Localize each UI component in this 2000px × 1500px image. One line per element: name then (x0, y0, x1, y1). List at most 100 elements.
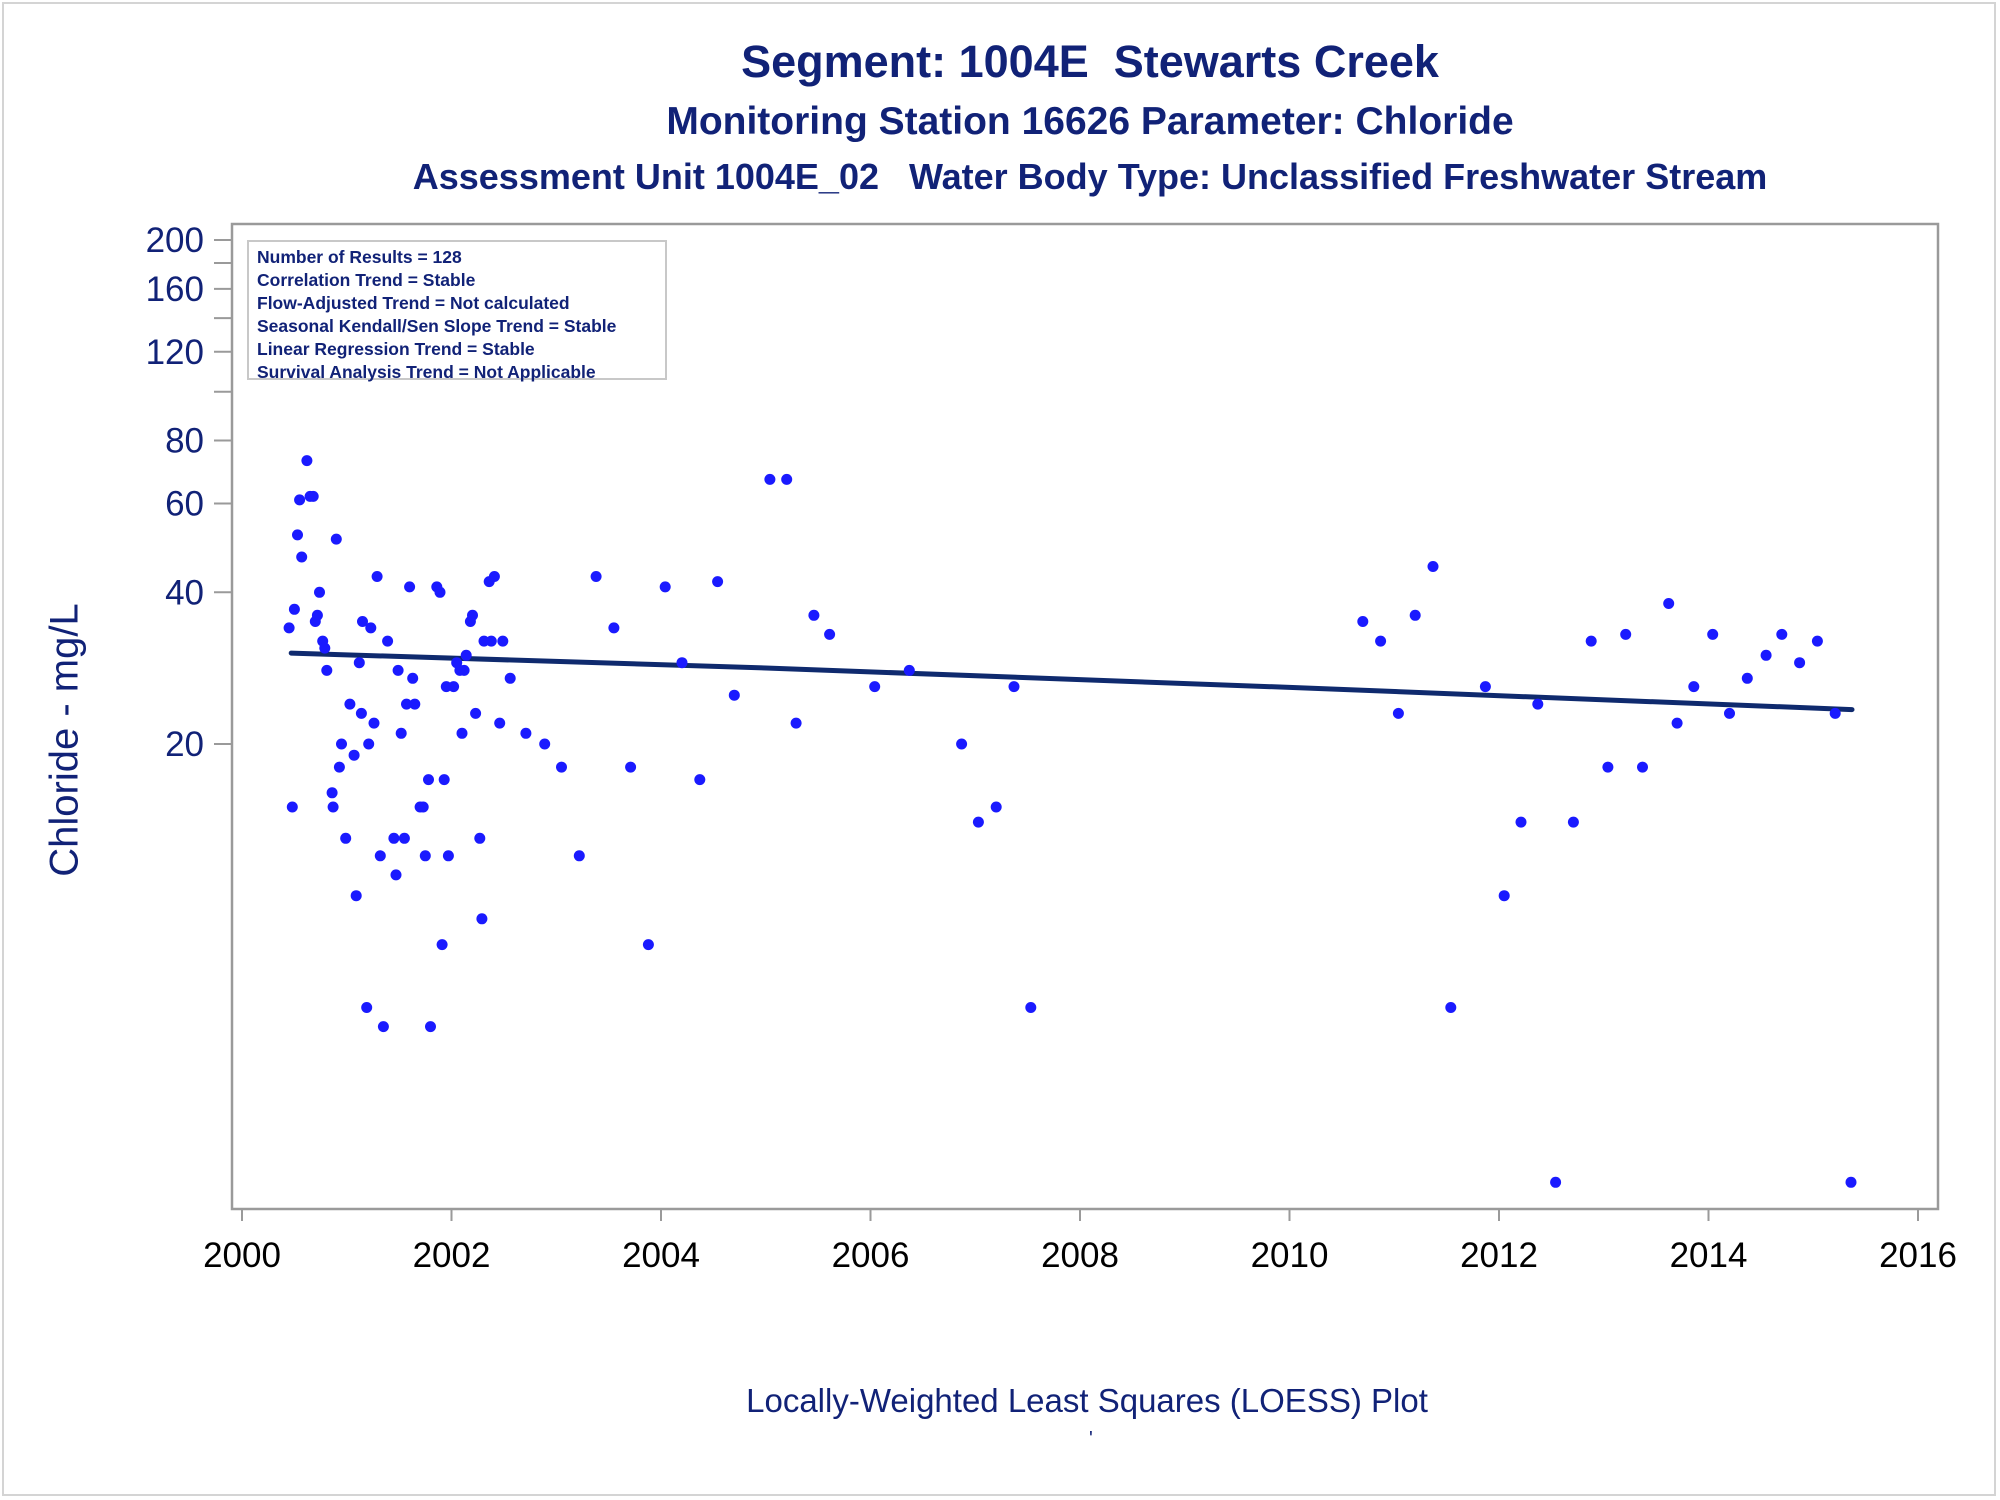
data-point (1567, 816, 1579, 828)
data-point (365, 622, 377, 634)
data-point (494, 717, 506, 729)
x-tick-label: 2014 (1670, 1236, 1748, 1275)
data-point (395, 727, 407, 739)
loess-trend-line (288, 650, 1855, 713)
data-point (340, 832, 352, 844)
data-point (869, 681, 881, 693)
data-point (1550, 1176, 1562, 1188)
data-point (1357, 616, 1369, 627)
data-point (972, 816, 984, 828)
data-point (458, 664, 470, 676)
data-point (417, 801, 429, 813)
data-point (357, 616, 368, 627)
data-point (288, 603, 300, 615)
info-line-survival: Survival Analysis Trend = Not Applicable (257, 362, 596, 382)
data-point (327, 801, 339, 813)
info-line-seasonal-kendall: Seasonal Kendall/Sen Slope Trend = Stabl… (257, 316, 617, 336)
data-point (330, 533, 342, 545)
data-point (1776, 628, 1788, 640)
data-point (790, 717, 802, 729)
info-line-results: Number of Results = 128 (257, 247, 462, 267)
data-point (1707, 628, 1719, 640)
data-point (808, 609, 820, 621)
info-line-linear-regression: Linear Regression Trend = Stable (257, 339, 535, 359)
data-point (336, 738, 347, 750)
data-point (419, 850, 431, 862)
data-point (1811, 635, 1823, 647)
x-tick-label: 2004 (622, 1236, 700, 1275)
data-point (625, 761, 637, 773)
data-point (1445, 1002, 1457, 1013)
data-point (321, 664, 333, 676)
data-point (485, 635, 497, 647)
data-point (1663, 598, 1675, 609)
data-point (350, 890, 362, 902)
data-point (497, 635, 509, 647)
chart-title: Segment: 1004E Stewarts Creek (741, 36, 1439, 87)
data-point (642, 939, 654, 951)
plot-footnote: Locally-Weighted Least Squares (LOESS) P… (746, 1382, 1428, 1419)
data-point (377, 1021, 389, 1033)
y-tick-label: 200 (146, 221, 204, 260)
data-point (438, 774, 450, 786)
data-point (283, 622, 295, 634)
data-point (1724, 707, 1735, 719)
data-point (659, 581, 671, 593)
data-point (1375, 635, 1387, 647)
data-point (333, 761, 345, 773)
data-point (467, 609, 478, 621)
data-point (301, 455, 313, 467)
data-point (824, 628, 836, 640)
x-tick-label: 2016 (1879, 1236, 1957, 1275)
y-axis-label: Chloride - mg/L (42, 603, 87, 877)
data-point (1409, 609, 1421, 621)
data-point (781, 473, 793, 485)
data-point (286, 801, 298, 813)
data-point (390, 869, 402, 881)
data-point (728, 689, 740, 701)
data-point (311, 609, 323, 621)
data-point (590, 571, 602, 582)
data-point (1008, 681, 1020, 693)
data-point (314, 586, 325, 598)
trend-info-box: Number of Results = 128 Correlation Tren… (247, 240, 667, 382)
data-point (374, 850, 386, 862)
data-point (1671, 717, 1683, 729)
data-point (573, 850, 585, 862)
data-point (474, 832, 486, 844)
x-tick-label: 2010 (1251, 1236, 1329, 1275)
data-point (990, 801, 1002, 813)
data-point (294, 494, 306, 506)
x-tick-label: 2008 (1041, 1236, 1119, 1275)
data-point (442, 850, 454, 862)
x-tick-label: 2006 (832, 1236, 910, 1275)
data-point (423, 774, 434, 786)
data-point (520, 727, 532, 739)
data-point (1688, 681, 1700, 693)
data-point (1025, 1002, 1037, 1013)
data-point (470, 707, 482, 719)
data-point (1741, 672, 1753, 684)
data-point (407, 672, 419, 684)
data-point (344, 698, 356, 710)
info-line-correlation: Correlation Trend = Stable (257, 270, 476, 290)
data-point (348, 749, 360, 761)
y-tick-label: 40 (165, 573, 204, 612)
data-point (556, 761, 567, 773)
data-point (409, 698, 421, 710)
data-point (401, 698, 412, 710)
data-point (326, 787, 338, 799)
data-point (956, 738, 968, 750)
y-tick-label: 20 (165, 725, 204, 764)
data-point (712, 576, 724, 588)
data-point (1498, 890, 1510, 902)
data-point (456, 727, 468, 739)
data-point (361, 1002, 373, 1013)
data-point (1427, 561, 1439, 572)
data-point (388, 832, 400, 844)
data-point (1794, 657, 1806, 669)
y-tick-label: 60 (165, 485, 204, 524)
data-point (608, 622, 620, 634)
